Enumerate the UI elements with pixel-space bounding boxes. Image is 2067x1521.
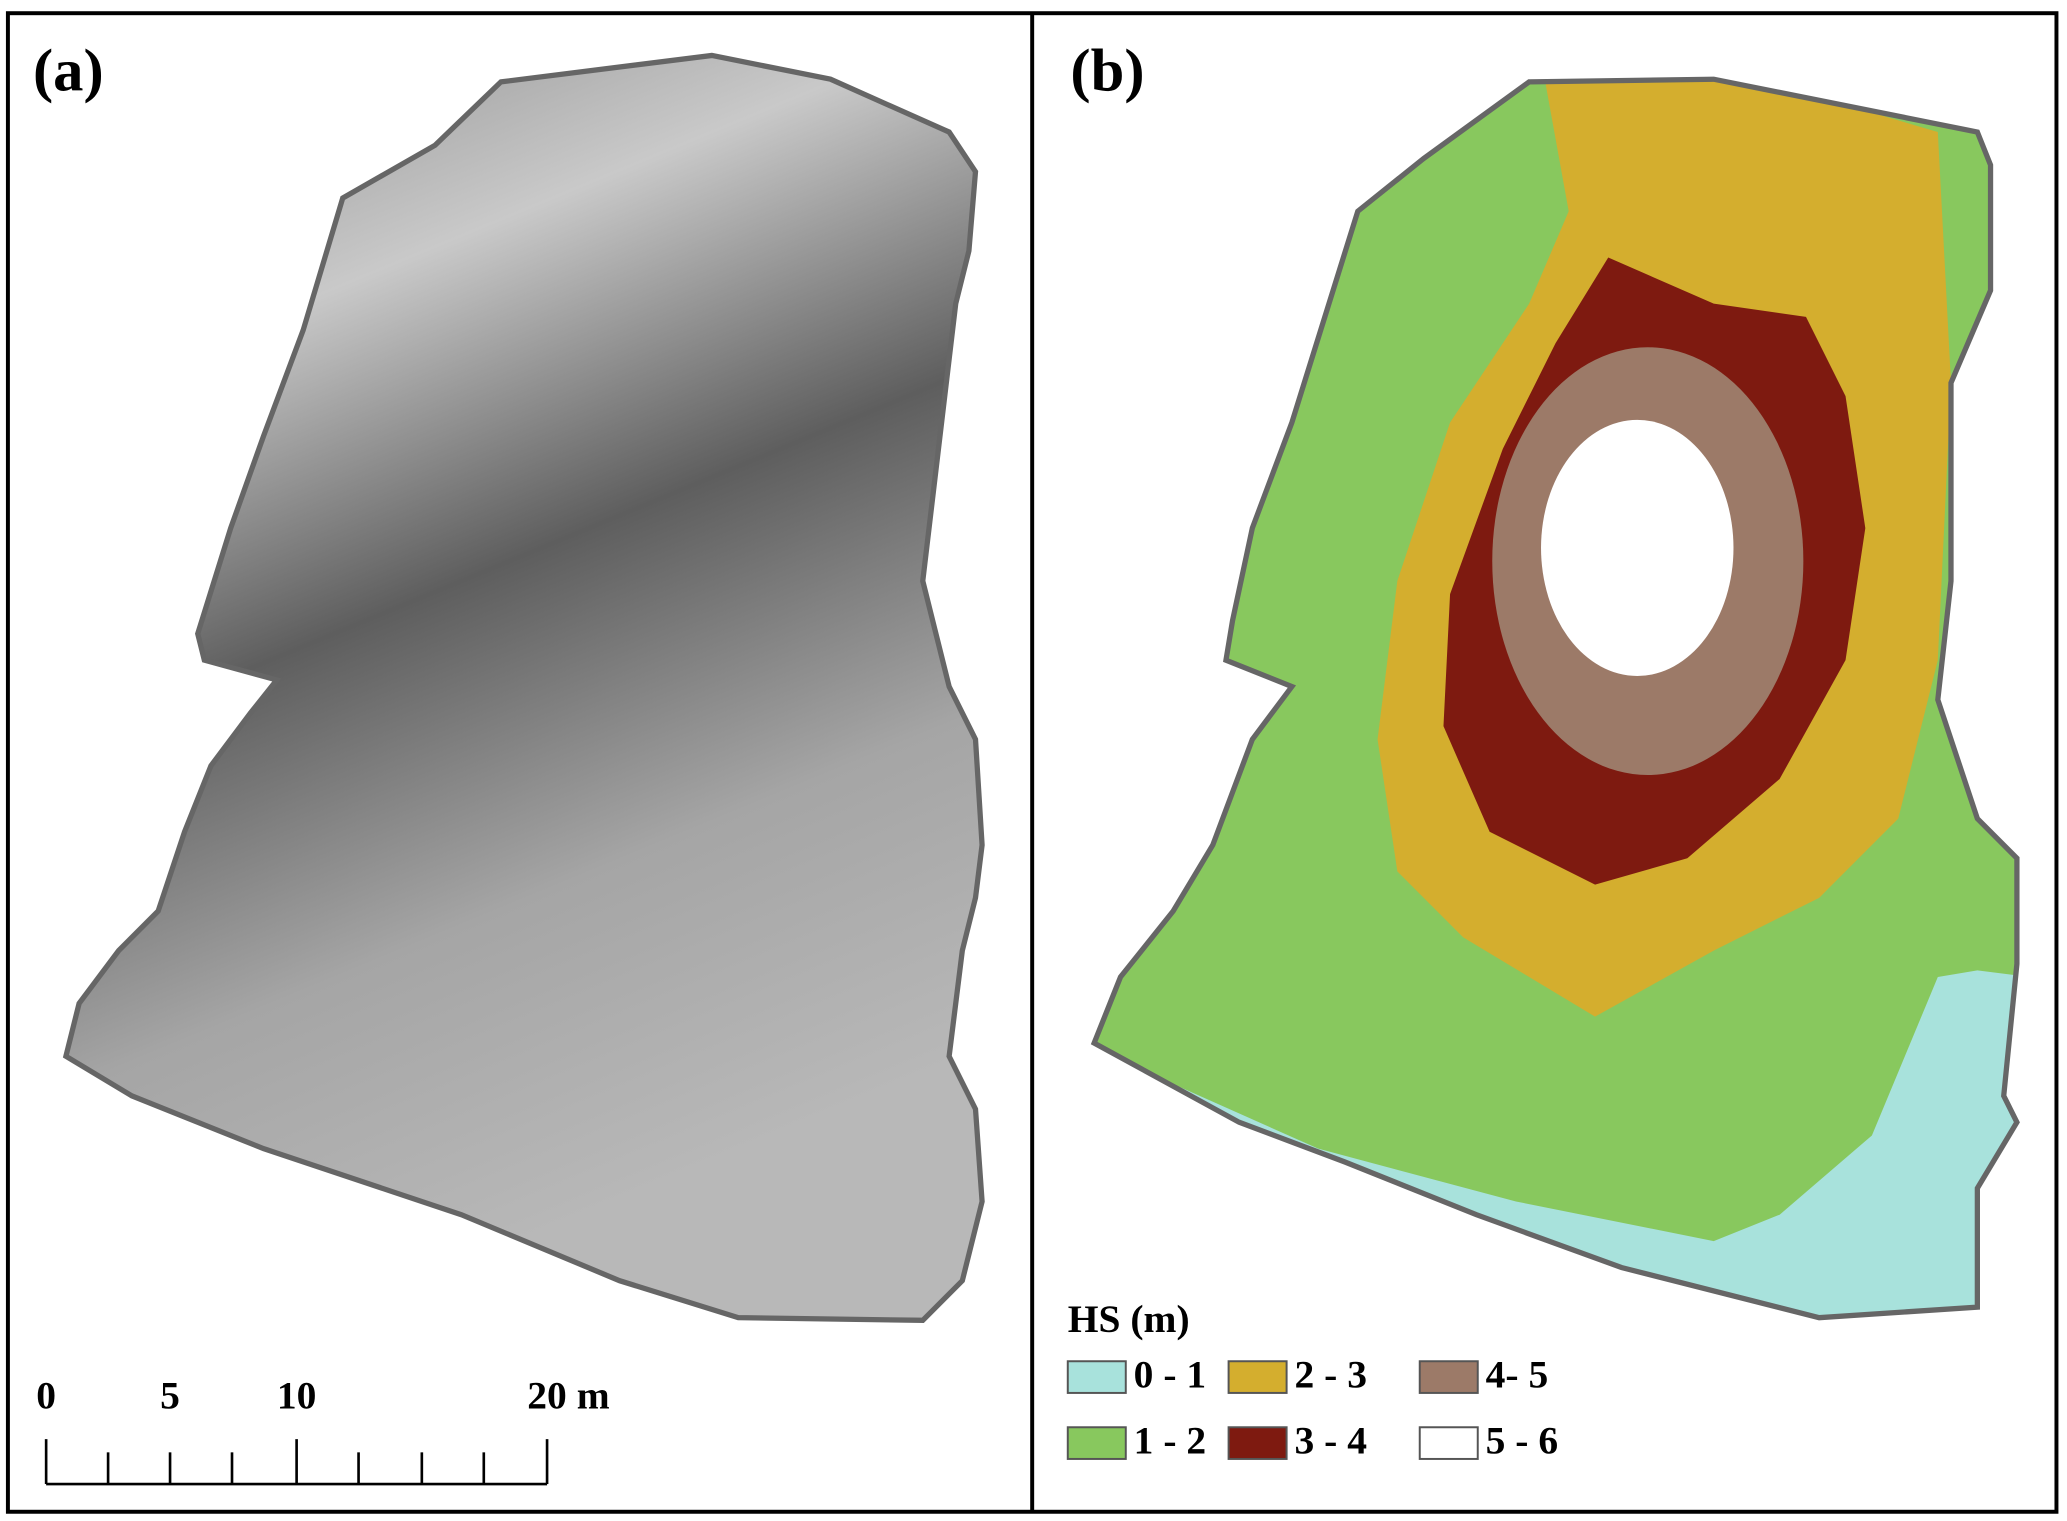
legend-label: 1 - 2 (1134, 1418, 1206, 1462)
legend-swatch (1066, 1360, 1127, 1394)
scale-label: 10 (277, 1374, 317, 1418)
panel-label: (b) (1070, 37, 1144, 104)
legend: 0 - 1 1 - 2 2 - 3 3 - 4 4- 5 5 - 6 (1066, 1352, 1558, 1463)
legend-label: 0 - 1 (1134, 1352, 1206, 1396)
legend-label: 3 - 4 (1295, 1418, 1368, 1462)
zone-5-6 (1541, 419, 1734, 676)
hillshade-map (62, 52, 985, 1323)
scale-label: 5 (160, 1374, 180, 1418)
zone-0-1 (1094, 970, 2017, 1318)
scale-bar (44, 1439, 549, 1486)
legend-label: 4- 5 (1486, 1352, 1549, 1396)
legend-swatch (1227, 1426, 1288, 1460)
map-outline (1090, 76, 2020, 1321)
legend-title: HS (m) (1068, 1297, 1190, 1341)
panel-label: (a) (33, 37, 104, 104)
scale-label: 20 m (527, 1374, 609, 1418)
legend-swatch (1418, 1360, 1479, 1394)
legend-swatch (1227, 1360, 1288, 1394)
legend-swatch (1066, 1426, 1127, 1460)
scale-label: 0 (36, 1374, 56, 1418)
legend-label: 2 - 3 (1295, 1352, 1367, 1396)
hs-map (1094, 79, 2017, 1318)
legend-label: 5 - 6 (1486, 1418, 1558, 1462)
legend-swatch (1418, 1426, 1479, 1460)
